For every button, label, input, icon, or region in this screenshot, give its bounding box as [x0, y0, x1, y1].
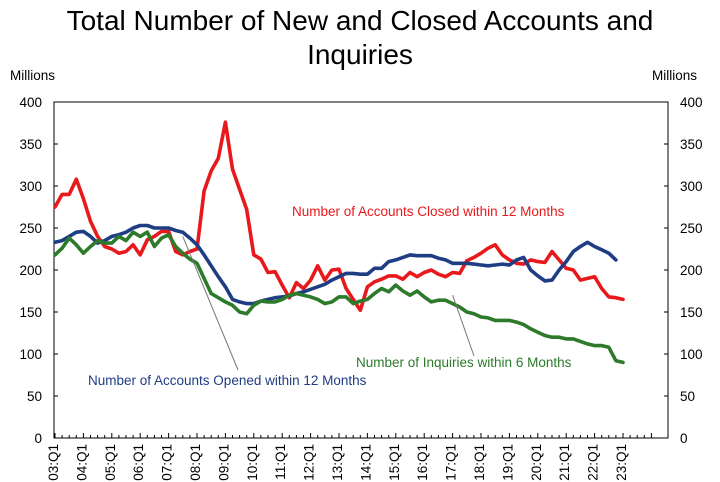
annotation-layer: Number of Accounts Closed within 12 Mont…: [88, 204, 572, 388]
x-tick-label: 11:Q1: [273, 444, 288, 480]
y-tick-label-left: 200: [19, 263, 42, 278]
y-tick-label-right: 300: [680, 179, 703, 194]
x-tick-label: 03:Q1: [46, 444, 61, 481]
x-tick-label: 09:Q1: [216, 444, 231, 481]
x-tick-label: 21:Q1: [557, 444, 572, 481]
y-tick-label-right: 0: [680, 431, 688, 446]
y-tick-label-left: 350: [19, 137, 42, 152]
y-axis-unit-right: Millions: [652, 68, 697, 83]
x-tick-label: 18:Q1: [472, 444, 487, 481]
x-tick-label: 14:Q1: [358, 444, 373, 481]
x-tick-label: 20:Q1: [529, 444, 544, 481]
x-tick-label: 10:Q1: [245, 444, 260, 481]
y-axis-unit-left: Millions: [10, 68, 55, 83]
x-tick-label: 17:Q1: [444, 444, 459, 481]
y-tick-label-right: 250: [680, 221, 703, 236]
y-tick-label-right: 350: [680, 137, 703, 152]
axes-layer: 0 0 50 50 100 100 150 150 200 200 250 250 300 300 350 3…: [19, 95, 702, 481]
x-tick-label: 22:Q1: [586, 444, 601, 481]
x-tick-label: 23:Q1: [614, 444, 629, 481]
chart-title-line2: Inquiries: [307, 39, 413, 70]
y-tick-label-left: 300: [19, 179, 42, 194]
series-layer: [53, 120, 625, 365]
annotation-leader-line: [452, 295, 475, 357]
y-tick-label-right: 50: [680, 389, 695, 404]
x-tick-label: 08:Q1: [188, 444, 203, 481]
y-tick-label-left: 400: [19, 95, 42, 110]
x-tick-label: 04:Q1: [74, 444, 89, 481]
y-tick-label-left: 250: [19, 221, 42, 236]
y-tick-label-right: 150: [680, 305, 703, 320]
y-tick-label-right: 100: [680, 347, 703, 362]
series-annotation-1: Number of Inquiries within 6 Months: [356, 355, 572, 370]
y-tick-label-right: 200: [680, 263, 703, 278]
x-tick-label: 15:Q1: [387, 444, 402, 481]
x-tick-label: 13:Q1: [330, 444, 345, 481]
x-tick-label: 05:Q1: [103, 444, 118, 481]
series-annotation-0: Number of Accounts Closed within 12 Mont…: [292, 204, 565, 219]
y-tick-label-left: 50: [27, 389, 42, 404]
y-tick-label-right: 400: [680, 95, 703, 110]
x-tick-label: 16:Q1: [415, 444, 430, 481]
series-line-1: [53, 223, 618, 306]
chart-title-line1: Total Number of New and Closed Accounts …: [66, 5, 654, 36]
x-tick-label: 12:Q1: [302, 444, 317, 481]
y-tick-label-left: 100: [19, 347, 42, 362]
y-tick-label-left: 0: [34, 431, 42, 446]
chart-title: Total Number of New and Closed Accounts …: [0, 4, 720, 72]
series-line-2: [53, 230, 625, 365]
series-annotation-2: Number of Accounts Opened within 12 Mont…: [88, 373, 367, 388]
y-tick-label-left: 150: [19, 305, 42, 320]
x-tick-label: 06:Q1: [131, 444, 146, 481]
x-tick-label: 19:Q1: [500, 444, 515, 481]
x-tick-label: 07:Q1: [160, 444, 175, 481]
annotation-leader-line: [182, 236, 239, 371]
